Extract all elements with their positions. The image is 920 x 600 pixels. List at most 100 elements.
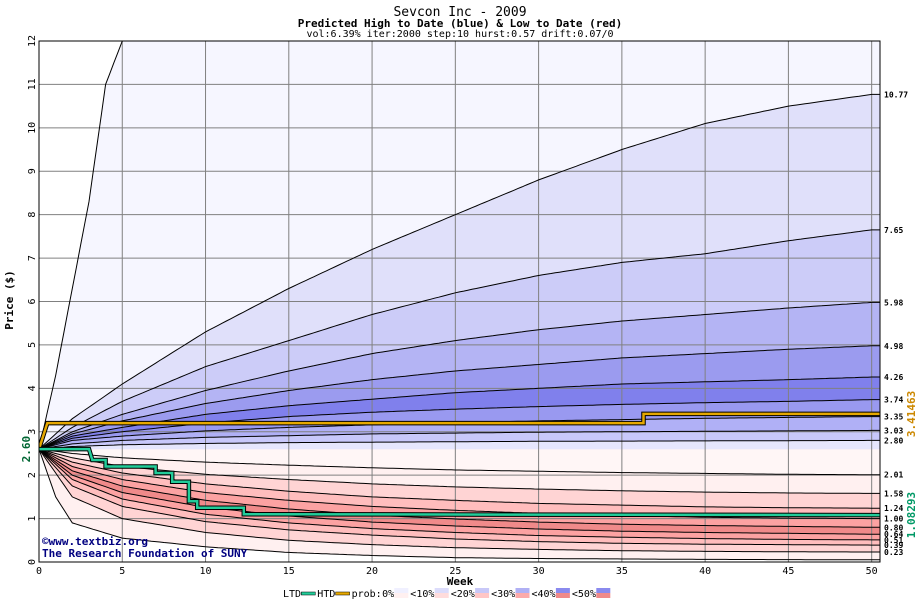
x-tick-label: 20 xyxy=(366,566,378,577)
low-band-segment xyxy=(39,449,880,494)
band-end-label: 2.01 xyxy=(884,471,903,480)
y-axis-label: Price ($) xyxy=(3,270,16,330)
low-band-segment xyxy=(39,449,880,562)
y-tick-label: 12 xyxy=(27,35,38,47)
low-band-segment xyxy=(39,449,880,509)
high-band-fill xyxy=(39,440,880,450)
band-line xyxy=(39,448,880,553)
low-band-segment xyxy=(39,449,880,546)
band-line xyxy=(39,448,880,535)
y-tick-label: 7 xyxy=(27,255,38,261)
plot-frame xyxy=(38,40,881,563)
x-tick-label: 40 xyxy=(699,566,711,577)
band-lines xyxy=(39,41,880,561)
band-line xyxy=(39,376,880,450)
legend-ltd-swatch xyxy=(301,591,316,596)
band-line xyxy=(39,399,880,450)
y-tick-label: 4 xyxy=(27,385,38,391)
legend-swatch-bottom xyxy=(596,593,611,598)
legend-swatch-top xyxy=(475,588,490,593)
band-end-label: 1.00 xyxy=(884,515,903,524)
x-axis-label: Week xyxy=(447,575,474,588)
credit-org: The Research Foundation of SUNY xyxy=(42,547,248,560)
chart-title: Sevcon Inc - 2009 xyxy=(393,5,526,20)
legend-swatch-top xyxy=(555,588,570,593)
legend-swatch-bottom xyxy=(434,593,449,598)
low-band-segment xyxy=(39,449,880,540)
band-end-label: 2.80 xyxy=(884,436,903,445)
legend: LTD HTD prob: 0% <10% <20% <30% <40% <50% xyxy=(283,588,611,600)
band-line xyxy=(39,448,880,494)
y-tick-label: 2 xyxy=(27,472,38,478)
band-line xyxy=(39,301,880,450)
band-end-label: 0.80 xyxy=(884,523,903,532)
chart-params: vol:6.39% iter:2000 step:10 hurst:0.57 d… xyxy=(306,29,613,40)
band-end-label: 3.35 xyxy=(884,413,903,422)
legend-swatch-top xyxy=(596,588,611,593)
band-end-label: 7.65 xyxy=(884,226,903,235)
band-end-label: 4.26 xyxy=(884,373,903,382)
x-tick-label: 0 xyxy=(36,566,42,577)
legend-prob-item: <10% xyxy=(410,589,434,600)
series-line-htd xyxy=(39,412,880,450)
y-tick-label: 0 xyxy=(27,559,38,565)
legend-swatch-bottom xyxy=(555,593,570,598)
band-end-label: 3.03 xyxy=(884,426,903,435)
legend-swatch-top xyxy=(515,588,530,593)
htd-value-label: 3.41463 xyxy=(905,391,918,437)
x-tick-label: 5 xyxy=(119,566,125,577)
legend-swatch-bottom xyxy=(475,593,490,598)
y-tick-label: 3 xyxy=(27,429,38,435)
band-line xyxy=(39,448,880,546)
y-tick-label: 11 xyxy=(27,78,38,90)
series-line-ltd xyxy=(39,447,880,517)
chart-subtitle: Predicted High to Date (blue) & Low to D… xyxy=(298,17,623,30)
band-end-label: 3.74 xyxy=(884,396,903,405)
band-line xyxy=(39,429,880,450)
band-line xyxy=(39,93,880,450)
legend-swatch-top xyxy=(394,588,409,593)
band-line xyxy=(39,448,880,541)
band-end-label: 0.64 xyxy=(884,530,903,539)
y-tick-label: 6 xyxy=(27,298,38,304)
band-end-label: 4.98 xyxy=(884,342,903,351)
y-tick-label: 10 xyxy=(27,122,38,134)
band-line xyxy=(39,448,880,528)
low-band-segment xyxy=(39,449,880,528)
series-lines xyxy=(39,411,880,518)
x-tick-label: 10 xyxy=(200,566,212,577)
legend-prob-item: <30% xyxy=(491,589,515,600)
band-line xyxy=(39,345,880,450)
band-end-label: 0.39 xyxy=(884,541,903,550)
band-line xyxy=(39,448,880,561)
band-end-label: 1.24 xyxy=(884,504,903,513)
x-tick-label: 30 xyxy=(533,566,545,577)
y-tick-label: 1 xyxy=(27,516,38,522)
y-tick-label: 9 xyxy=(27,168,38,174)
legend-swatch-bottom xyxy=(515,593,530,598)
band-line xyxy=(39,439,880,450)
legend-htd-swatch xyxy=(335,591,350,596)
start-price-label: 2.60 xyxy=(20,436,33,463)
x-tick-label: 35 xyxy=(616,566,628,577)
legend-swatch-top xyxy=(434,588,449,593)
legend-prob-item: <40% xyxy=(532,589,556,600)
band-end-label: 0.51 xyxy=(884,536,903,545)
legend-prob-item: 0% xyxy=(382,589,394,600)
band-end-labels: 10.77 7.65 5.98 4.98 4.26 3.74 3.35 3.032.80 2.0… xyxy=(884,90,908,557)
plot-area: 0 5 10 15 20 25 30 35 40 45 50012345678910111210.7… xyxy=(20,35,918,577)
band-end-label: 10.77 xyxy=(884,90,908,99)
low-band-segment xyxy=(39,449,880,519)
low-band-top-fill xyxy=(39,449,880,475)
band-line xyxy=(39,448,880,520)
x-tick-label: 25 xyxy=(449,566,461,577)
band-end-label: 0.23 xyxy=(884,548,903,557)
legend-prob-label: prob: xyxy=(352,589,382,600)
legend-htd-label: HTD xyxy=(317,589,335,600)
y-tick-label: 8 xyxy=(27,212,38,218)
band-layer xyxy=(39,41,880,562)
x-tick-label: 50 xyxy=(866,566,878,577)
band-line xyxy=(39,448,880,476)
